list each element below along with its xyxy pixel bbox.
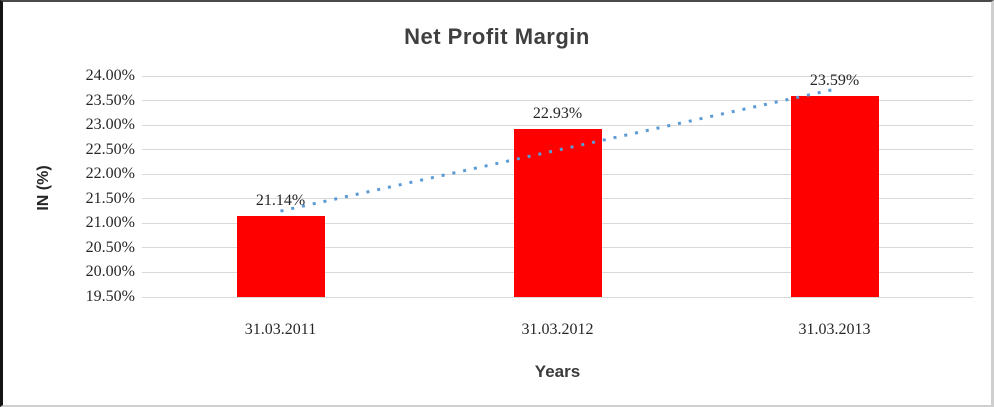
y-axis-tick-label: 19.50% (85, 288, 135, 305)
y-axis-tick-label: 22.50% (85, 140, 135, 158)
bar (790, 96, 879, 297)
bar-data-label: 21.14% (255, 192, 306, 210)
y-axis-tick-label: 23.00% (85, 116, 135, 134)
chart-title: Net Profit Margin (404, 24, 590, 49)
gridline (142, 75, 973, 77)
y-axis-tick-label: 20.50% (85, 238, 135, 256)
x-axis-category-label: 31.03.2011 (244, 321, 317, 338)
x-axis-title: Years (534, 362, 581, 381)
bar (236, 216, 325, 297)
y-axis-tick-label: 24.00% (85, 67, 135, 84)
y-axis-tick-label: 23.50% (85, 91, 135, 109)
y-axis-tick-label: 21.00% (85, 214, 135, 232)
y-axis-tick-label: 21.50% (85, 189, 135, 207)
bar-data-label: 22.93% (532, 104, 583, 122)
y-axis-tick-label: 22.00% (85, 165, 135, 183)
x-axis-category-label: 31.03.2013 (798, 321, 871, 338)
bar-data-label: 23.59% (809, 72, 860, 90)
gridline (142, 296, 973, 298)
y-axis-tick-label: 20.00% (85, 263, 135, 281)
x-axis-category-label: 31.03.2012 (521, 321, 594, 338)
bar (513, 128, 602, 297)
